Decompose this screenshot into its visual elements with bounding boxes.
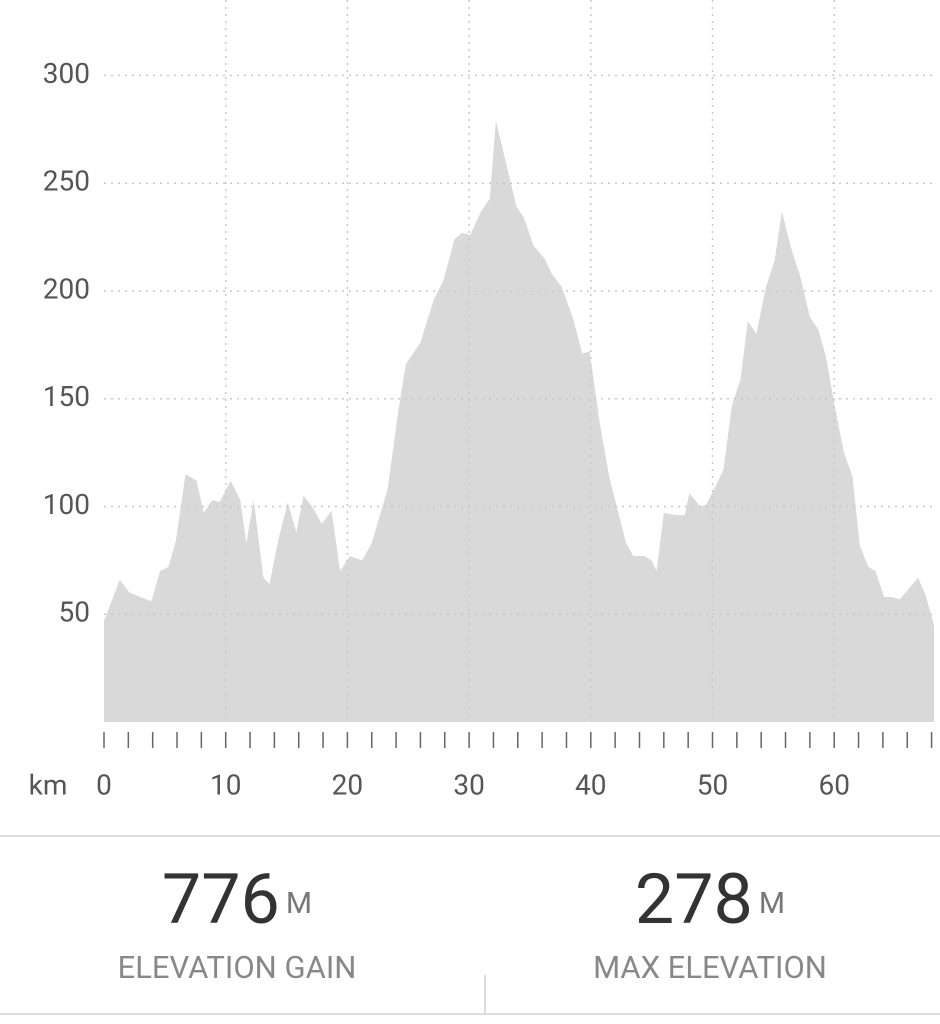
y-tick-label: 100 [43, 488, 90, 521]
y-tick-label: 300 [43, 57, 90, 90]
stat-number: 278 [635, 859, 753, 941]
x-tick-label: 60 [818, 768, 849, 801]
x-tick-label: 0 [96, 768, 112, 801]
x-tick-label: 20 [332, 768, 363, 801]
stat-unit: M [759, 886, 785, 921]
stat-number: 776 [162, 859, 280, 941]
y-tick-label: 250 [43, 165, 90, 198]
elevation-area [104, 120, 934, 723]
x-tick-label: 50 [697, 768, 728, 801]
stat-value: 278 M [635, 859, 785, 941]
y-tick-label: 200 [43, 272, 90, 305]
stat-unit: M [286, 886, 312, 921]
x-tick-label: 30 [453, 768, 484, 801]
stat-label: ELEVATION GAIN [118, 949, 357, 986]
x-tick-label: 10 [210, 768, 241, 801]
x-tick-label: 40 [575, 768, 606, 801]
stat-label: MAX ELEVATION [593, 949, 827, 986]
y-tick-label: 150 [43, 380, 90, 413]
y-tick-label: 50 [59, 596, 90, 629]
stat-value: 776 M [162, 859, 312, 941]
x-axis-label: km [29, 768, 68, 801]
